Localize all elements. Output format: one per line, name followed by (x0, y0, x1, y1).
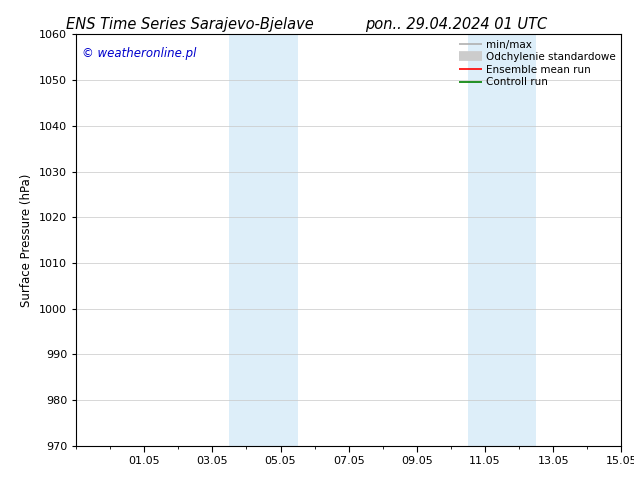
Text: ENS Time Series Sarajevo-Bjelave: ENS Time Series Sarajevo-Bjelave (67, 17, 314, 32)
Text: © weatheronline.pl: © weatheronline.pl (82, 47, 196, 60)
Y-axis label: Surface Pressure (hPa): Surface Pressure (hPa) (20, 173, 34, 307)
Bar (230, 34, 264, 446)
Bar (468, 34, 502, 446)
Bar (264, 34, 297, 446)
Legend: min/max, Odchylenie standardowe, Ensemble mean run, Controll run: min/max, Odchylenie standardowe, Ensembl… (457, 37, 618, 89)
Bar (502, 34, 536, 446)
Text: pon.. 29.04.2024 01 UTC: pon.. 29.04.2024 01 UTC (365, 17, 548, 32)
